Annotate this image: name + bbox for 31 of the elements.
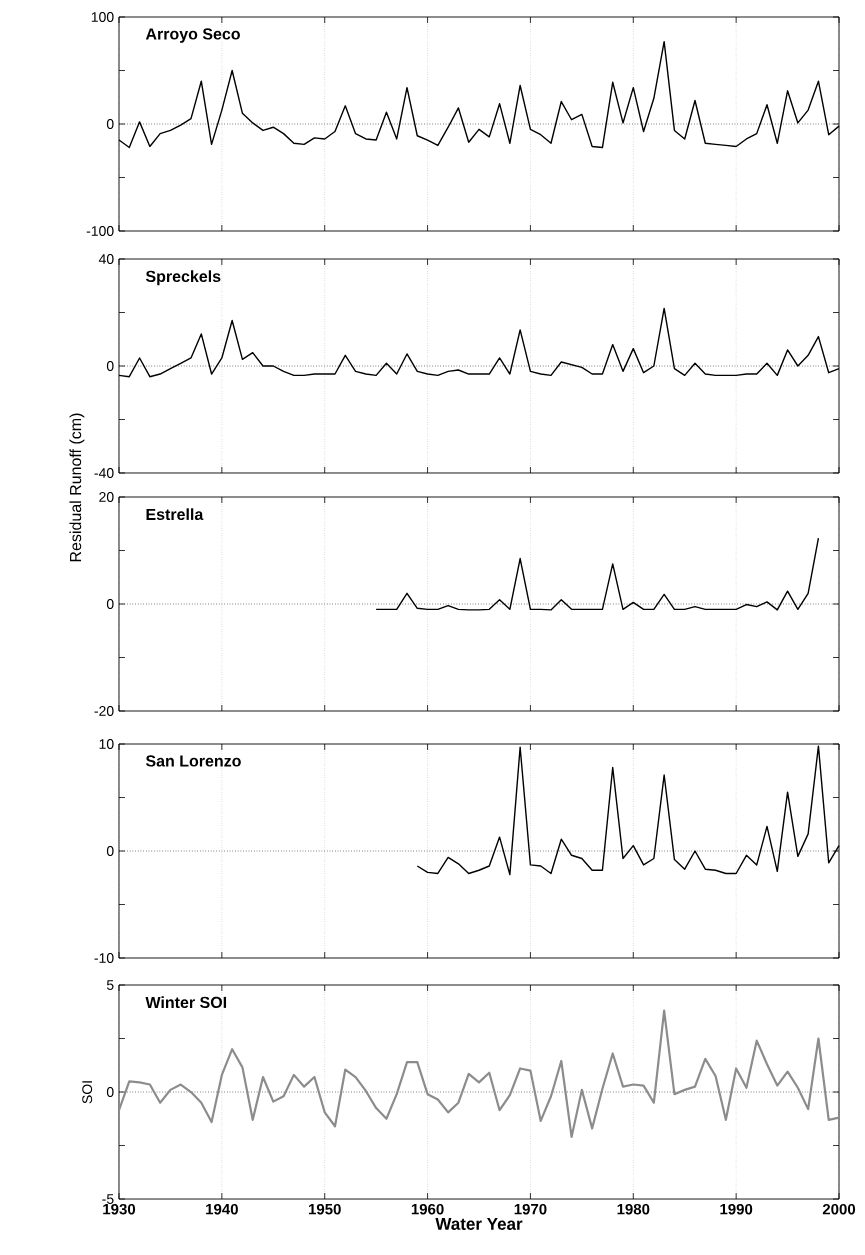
y-tick-label: 0 (106, 361, 114, 371)
y-tick-label: 0 (106, 846, 114, 856)
x-tick-label: 1950 (308, 1203, 341, 1215)
x-tick-label: 1970 (514, 1203, 547, 1215)
y-tick-label: 40 (98, 254, 114, 264)
y-tick-label: 10 (99, 739, 114, 749)
y-axis-title: Residual Runoff (cm) (69, 413, 85, 562)
y-tick-label: 0 (106, 119, 114, 129)
text: Estrella (146, 508, 204, 521)
x-tick-label: 1960 (411, 1203, 444, 1215)
y-axis-title: SOI (82, 1081, 93, 1104)
text: Arroyo Seco (145, 28, 240, 43)
text: Spreckels (145, 270, 221, 286)
y-tick-label: -10 (94, 953, 114, 963)
text: San Lorenzo (145, 755, 241, 767)
y-tick-label: 100 (91, 12, 114, 22)
y-tick-label: -100 (86, 226, 114, 236)
y-tick-label: 20 (99, 492, 114, 502)
x-axis-title: Water Year (435, 1218, 523, 1230)
x-tick-label: 1980 (617, 1203, 650, 1215)
y-tick-label: -40 (94, 468, 114, 478)
x-tick-label: 1930 (103, 1203, 136, 1215)
x-tick-label: 1990 (720, 1203, 753, 1215)
y-tick-label: -20 (94, 706, 114, 716)
x-tick-label: 2000 (822, 1203, 856, 1215)
y-tick-label: 0 (106, 1087, 114, 1097)
y-tick-label: 0 (106, 599, 114, 609)
text: Winter SOI (145, 996, 227, 1009)
y-tick-label: 5 (106, 980, 114, 990)
y-tick-label: -5 (102, 1194, 114, 1204)
x-tick-label: 1940 (206, 1203, 238, 1215)
